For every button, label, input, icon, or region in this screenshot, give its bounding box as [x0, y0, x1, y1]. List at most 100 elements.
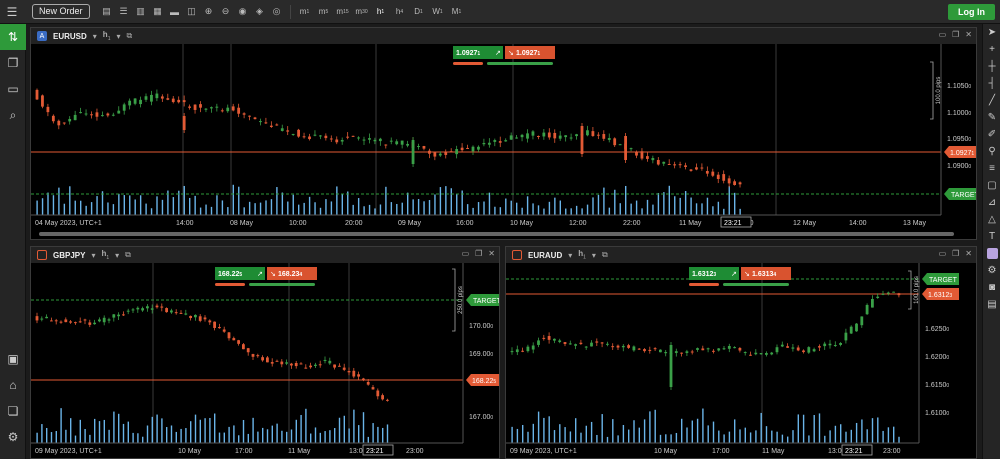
- lock-icon[interactable]: ▤: [987, 299, 997, 310]
- chart-panel-eurusd[interactable]: A EURUSD ▾ h1 ▾ ⧉ ▭ ❐ ✕ 1.10500 1.10000 1.09500 1.09…: [30, 27, 977, 240]
- horizontal-line-icon[interactable]: ┤: [988, 78, 996, 89]
- maximize-icon[interactable]: ❐: [475, 249, 483, 258]
- terminal-icon[interactable]: ▭: [7, 82, 19, 96]
- chart-canvas[interactable]: 170.000 169.000 167.000 250.0 pips TARGET 168…: [31, 263, 499, 458]
- symbol-dropdown-icon[interactable]: ▾: [91, 250, 96, 260]
- sell-button[interactable]: 1.09271 ↗: [453, 46, 503, 59]
- minimize-icon[interactable]: ▭: [938, 30, 947, 39]
- price-axis[interactable]: [941, 44, 976, 239]
- chart-panel-euraud[interactable]: EURAUD ▾ h1 ▾ ⧉ ▭ ❐ ✕ 1.62500 1.62000 1.61500 1.610…: [505, 246, 977, 459]
- login-button[interactable]: Log In: [948, 4, 995, 20]
- minimize-icon[interactable]: ▭: [938, 249, 947, 258]
- candle-pattern-icon[interactable]: ◫: [187, 6, 196, 16]
- stack-icon[interactable]: ❏: [7, 404, 19, 418]
- candle: [319, 134, 322, 140]
- candle: [308, 133, 311, 141]
- chart-type-icon[interactable]: ⧉: [125, 250, 131, 259]
- chart-type-icon[interactable]: ⧉: [601, 250, 608, 259]
- timeframe-dropdown-icon[interactable]: ▾: [116, 31, 121, 41]
- timeframe-selector[interactable]: h1: [102, 30, 111, 42]
- zoom-in-icon[interactable]: ⊕: [204, 6, 213, 16]
- copy-icon[interactable]: ❐: [7, 56, 19, 70]
- volume-bar: [537, 205, 540, 215]
- timeframe-dropdown-icon[interactable]: ▾: [591, 250, 596, 260]
- layout-icon[interactable]: ▥: [136, 6, 145, 16]
- timeframe-button-m30[interactable]: m 30: [355, 7, 368, 16]
- maximize-icon[interactable]: ❐: [952, 30, 960, 39]
- cursor-icon[interactable]: ➤: [987, 27, 997, 38]
- briefcase-icon[interactable]: ▣: [7, 352, 19, 366]
- pin-icon[interactable]: ⚲: [988, 146, 996, 157]
- new-order-button[interactable]: New Order: [32, 4, 90, 19]
- trend-line-icon[interactable]: ╱: [988, 95, 996, 106]
- gear-icon[interactable]: ⚙: [7, 430, 19, 444]
- price-axis[interactable]: [463, 263, 499, 458]
- sell-button[interactable]: 168.225 ↗: [215, 267, 265, 280]
- eye-icon[interactable]: ◎: [272, 6, 281, 16]
- volume-bar: [209, 417, 211, 443]
- target-tag[interactable]: TARGET: [944, 188, 976, 200]
- shape-icon[interactable]: △: [988, 214, 996, 225]
- symbol-name[interactable]: EURUSD: [53, 31, 87, 41]
- candle: [786, 343, 789, 348]
- fibonacci-icon[interactable]: ≡: [989, 163, 995, 174]
- settings-icon[interactable]: ⚙: [987, 265, 997, 276]
- horizontal-scrollbar[interactable]: [39, 232, 954, 236]
- fingerprint-icon[interactable]: ◉: [238, 6, 247, 16]
- target-tag[interactable]: TARGET: [922, 273, 959, 285]
- brush-icon[interactable]: ✎: [987, 112, 997, 123]
- grid-icon[interactable]: ▦: [153, 6, 162, 16]
- ruler-icon[interactable]: ⊿: [987, 197, 997, 208]
- trade-icon[interactable]: ⇅: [0, 24, 26, 50]
- symbol-dropdown-icon[interactable]: ▾: [568, 250, 573, 260]
- close-icon[interactable]: ✕: [488, 249, 495, 258]
- pen-icon[interactable]: ✐: [987, 129, 997, 140]
- zoom-out-icon[interactable]: ⊖: [221, 6, 230, 16]
- timeframe-selector[interactable]: h1: [101, 249, 110, 261]
- maximize-icon[interactable]: ❐: [952, 249, 960, 258]
- candle: [871, 295, 874, 308]
- camera-icon[interactable]: ◙: [988, 282, 996, 293]
- candle: [606, 341, 609, 347]
- bank-icon[interactable]: ⌂: [9, 378, 17, 392]
- buy-button[interactable]: ↘ 168.234: [267, 267, 317, 280]
- comment-icon[interactable]: ▢: [987, 180, 997, 191]
- minimize-icon[interactable]: ▭: [461, 249, 470, 258]
- vertical-line-icon[interactable]: ┼: [988, 61, 996, 72]
- timeframe-selector[interactable]: h1: [578, 249, 586, 261]
- close-icon[interactable]: ✕: [965, 30, 972, 39]
- buy-button[interactable]: ↘ 1.63134: [741, 267, 791, 280]
- candle: [291, 133, 295, 136]
- quote-list-icon[interactable]: ☰: [119, 6, 128, 16]
- symbol-name[interactable]: GBPJPY: [53, 250, 86, 260]
- chart-canvas[interactable]: 1.62500 1.62000 1.61500 1.61000 100.0 pips TA…: [506, 263, 976, 458]
- chart-panel-gbpjpy[interactable]: GBPJPY ▾ h1 ▾ ⧉ ▭ ❐ ✕ 170.000 169.000 167.000 250.0…: [30, 246, 500, 459]
- crosshair-icon[interactable]: +: [989, 44, 995, 55]
- volume-bar: [675, 432, 678, 443]
- chart-canvas[interactable]: 1.10500 1.10000 1.09500 1.09000 100.0 pips TA…: [31, 44, 976, 239]
- color-icon[interactable]: [983, 245, 1000, 262]
- hamburger-menu-icon[interactable]: ☰: [6, 4, 18, 19]
- chart-type-icon[interactable]: ⧉: [126, 31, 133, 40]
- symbol-dropdown-icon[interactable]: ▾: [92, 31, 97, 41]
- candle: [101, 111, 104, 117]
- sell-button[interactable]: 1.63123 ↗: [689, 267, 739, 280]
- symbol-name[interactable]: EURAUD: [528, 250, 563, 260]
- target-tag[interactable]: TARGET: [466, 294, 499, 306]
- close-icon[interactable]: ✕: [965, 249, 972, 258]
- timeframe-button-m15[interactable]: m 15: [336, 7, 349, 16]
- single-window-icon[interactable]: ▬: [170, 6, 180, 17]
- order-form-icon[interactable]: ▤: [102, 6, 111, 16]
- buy-button[interactable]: ↘ 1.09271: [505, 46, 555, 59]
- layers-icon[interactable]: ◈: [256, 6, 263, 16]
- search-chart-icon[interactable]: ⌕: [9, 107, 17, 122]
- timeframe-dropdown-icon[interactable]: ▾: [115, 250, 120, 260]
- text-icon[interactable]: T: [988, 231, 996, 242]
